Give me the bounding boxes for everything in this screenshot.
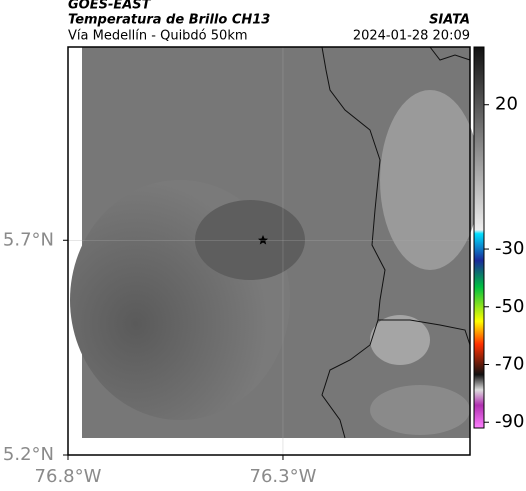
boundary bbox=[321, 46, 471, 439]
colorbar-tick-label: -90 bbox=[495, 411, 524, 432]
region: Vía Medellín - Quibdó 50km bbox=[68, 29, 248, 44]
colorbar bbox=[473, 46, 485, 429]
map-frame bbox=[67, 46, 471, 456]
colorbar-tick-label: 20 bbox=[495, 94, 518, 115]
y-tick-label: 5.7°N bbox=[3, 229, 54, 250]
colorbar-tick-label: -30 bbox=[495, 238, 524, 259]
x-tick-label: 76.8°W bbox=[35, 466, 102, 487]
city-marker bbox=[258, 235, 268, 245]
cloud-dark bbox=[195, 200, 305, 280]
x-tick-label: 76.3°W bbox=[250, 466, 317, 487]
y-tick-label: 5.2°N bbox=[3, 444, 54, 465]
timestamp: 2024-01-28 20:09 bbox=[353, 29, 470, 44]
ticks: 76.8°W 76.3°W 5.7°N 5.2°N 20 -30 -50 -70 -90 bbox=[3, 94, 525, 487]
colorbar-tick-label: -70 bbox=[495, 354, 524, 375]
cloud-light bbox=[380, 90, 480, 270]
title: GOES-EAST bbox=[68, 0, 152, 13]
cloud-light bbox=[370, 315, 430, 365]
colorbar-tick-label: -50 bbox=[495, 296, 524, 317]
subtitle: Temperatura de Brillo CH13 bbox=[68, 13, 270, 28]
cloud-light bbox=[370, 385, 470, 435]
boundary bbox=[429, 46, 471, 61]
source: SIATA bbox=[429, 13, 470, 28]
map-image bbox=[70, 46, 480, 439]
